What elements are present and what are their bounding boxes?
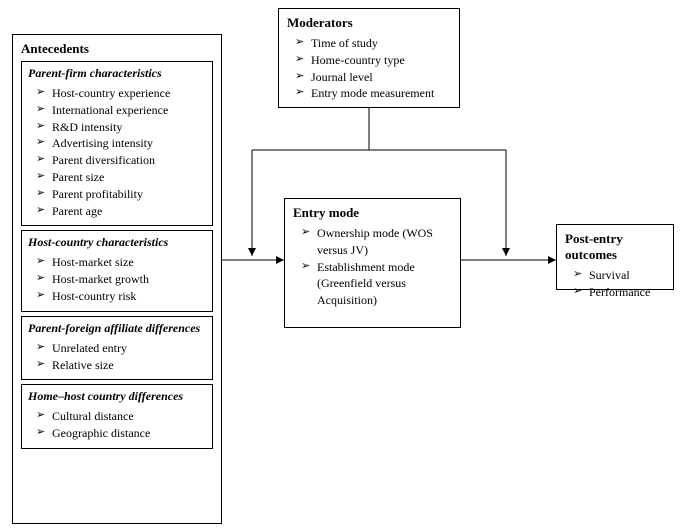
list-item: Relative size bbox=[36, 357, 206, 374]
parent-foreign-subbox: Parent-foreign affiliate differences Unr… bbox=[21, 316, 213, 381]
list-item: Parent age bbox=[36, 203, 206, 220]
list-item: Time of study bbox=[295, 35, 451, 52]
parent-firm-title: Parent-firm characteristics bbox=[28, 66, 206, 81]
entry-mode-title: Entry mode bbox=[293, 205, 452, 221]
list-item: Establishment mode (Greenfield versus Ac… bbox=[301, 259, 452, 309]
parent-firm-subbox: Parent-firm characteristics Host-country… bbox=[21, 61, 213, 226]
moderators-box: Moderators Time of study Home-country ty… bbox=[278, 8, 460, 108]
host-country-list: Host-market size Host-market growth Host… bbox=[28, 254, 206, 304]
home-host-list: Cultural distance Geographic distance bbox=[28, 408, 206, 442]
list-item: Entry mode measurement bbox=[295, 85, 451, 102]
moderators-list: Time of study Home-country type Journal … bbox=[287, 35, 451, 102]
outcomes-title: Post-entry outcomes bbox=[565, 231, 665, 263]
list-item: Unrelated entry bbox=[36, 340, 206, 357]
list-item: Home-country type bbox=[295, 52, 451, 69]
home-host-subbox: Home–host country differences Cultural d… bbox=[21, 384, 213, 449]
list-item: Performance bbox=[573, 284, 665, 301]
antecedents-title: Antecedents bbox=[21, 41, 213, 57]
list-item: Host-market growth bbox=[36, 271, 206, 288]
list-item: Host-country experience bbox=[36, 85, 206, 102]
parent-foreign-list: Unrelated entry Relative size bbox=[28, 340, 206, 374]
list-item: Parent diversification bbox=[36, 152, 206, 169]
list-item: International experience bbox=[36, 102, 206, 119]
home-host-title: Home–host country differences bbox=[28, 389, 206, 404]
list-item: Parent size bbox=[36, 169, 206, 186]
list-item: Host-market size bbox=[36, 254, 206, 271]
list-item: Parent profitability bbox=[36, 186, 206, 203]
outcomes-box: Post-entry outcomes Survival Performance bbox=[556, 224, 674, 290]
list-item: Survival bbox=[573, 267, 665, 284]
host-country-subbox: Host-country characteristics Host-market… bbox=[21, 230, 213, 311]
list-item: Geographic distance bbox=[36, 425, 206, 442]
entry-mode-box: Entry mode Ownership mode (WOS versus JV… bbox=[284, 198, 461, 328]
outcomes-list: Survival Performance bbox=[565, 267, 665, 301]
list-item: Host-country risk bbox=[36, 288, 206, 305]
host-country-title: Host-country characteristics bbox=[28, 235, 206, 250]
list-item: Ownership mode (WOS versus JV) bbox=[301, 225, 452, 259]
list-item: Cultural distance bbox=[36, 408, 206, 425]
list-item: Advertising intensity bbox=[36, 135, 206, 152]
parent-firm-list: Host-country experience International ex… bbox=[28, 85, 206, 219]
list-item: Journal level bbox=[295, 69, 451, 86]
moderators-title: Moderators bbox=[287, 15, 451, 31]
list-item: R&D intensity bbox=[36, 119, 206, 136]
antecedents-box: Antecedents Parent-firm characteristics … bbox=[12, 34, 222, 524]
entry-mode-list: Ownership mode (WOS versus JV) Establish… bbox=[293, 225, 452, 309]
parent-foreign-title: Parent-foreign affiliate differences bbox=[28, 321, 206, 336]
